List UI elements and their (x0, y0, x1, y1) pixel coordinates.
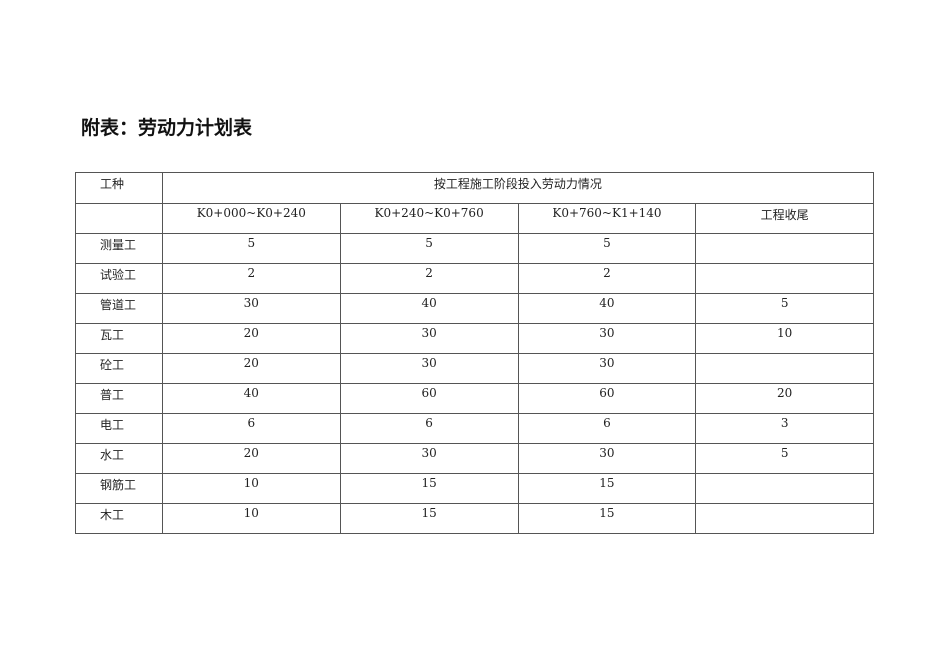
table-row: 电工 6 6 6 3 (75, 413, 874, 444)
trade-name: 测量工 (75, 233, 163, 264)
labor-count: 20 (161, 323, 341, 354)
labor-count (695, 233, 874, 264)
labor-count: 40 (161, 383, 341, 414)
page-title: 附表：劳动力计划表 (81, 117, 253, 139)
labor-count: 20 (695, 383, 874, 414)
table-row: 管道工 30 40 40 5 (75, 293, 874, 324)
labor-count: 40 (517, 293, 697, 324)
trade-name: 电工 (75, 413, 163, 444)
labor-count: 5 (339, 233, 519, 264)
labor-count: 30 (517, 353, 697, 384)
labor-count: 10 (695, 323, 874, 354)
labor-count: 6 (517, 413, 697, 444)
labor-count: 5 (695, 293, 874, 324)
labor-count: 3 (695, 413, 874, 444)
labor-count (695, 503, 874, 534)
labor-count: 30 (339, 443, 519, 474)
labor-count: 5 (695, 443, 874, 474)
table-row: 钢筋工 10 15 15 (75, 473, 874, 504)
labor-plan-table: 工种 按工程施工阶段投入劳动力情况 K0+000~K0+240 K0+240~K… (75, 172, 875, 534)
labor-count: 6 (339, 413, 519, 444)
table-row: 木工 10 15 15 (75, 503, 874, 534)
trade-name: 砼工 (75, 353, 163, 384)
header-group: 按工程施工阶段投入劳动力情况 (161, 172, 875, 204)
table-row: 试验工 2 2 2 (75, 263, 874, 294)
labor-count: 30 (517, 443, 697, 474)
labor-count: 2 (517, 263, 697, 294)
table-header-row: 工种 按工程施工阶段投入劳动力情况 (75, 172, 875, 204)
trade-name: 钢筋工 (75, 473, 163, 504)
labor-count: 15 (339, 473, 519, 504)
table-row: 砼工 20 30 30 (75, 353, 874, 384)
stage-header: K0+760~K1+140 (517, 203, 697, 234)
labor-count: 15 (517, 503, 697, 534)
table-row: 瓦工 20 30 30 10 (75, 323, 874, 354)
trade-name: 普工 (75, 383, 163, 414)
labor-count: 60 (339, 383, 519, 414)
stage-header: K0+240~K0+760 (339, 203, 519, 234)
empty-cell (75, 203, 163, 234)
labor-count: 5 (517, 233, 697, 264)
table-row: 水工 20 30 30 5 (75, 443, 874, 474)
labor-count: 15 (517, 473, 697, 504)
table-stage-row: K0+000~K0+240 K0+240~K0+760 K0+760~K1+14… (75, 203, 874, 234)
stage-header: K0+000~K0+240 (161, 203, 341, 234)
trade-name: 木工 (75, 503, 163, 534)
labor-count: 60 (517, 383, 697, 414)
labor-count: 30 (339, 353, 519, 384)
labor-count: 15 (339, 503, 519, 534)
labor-count (695, 473, 874, 504)
table-row: 普工 40 60 60 20 (75, 383, 874, 414)
trade-name: 水工 (75, 443, 163, 474)
labor-count: 5 (161, 233, 341, 264)
trade-name: 管道工 (75, 293, 163, 324)
labor-count: 30 (517, 323, 697, 354)
labor-count: 20 (161, 443, 341, 474)
labor-count: 2 (161, 263, 341, 294)
header-trade: 工种 (75, 172, 163, 204)
labor-count: 20 (161, 353, 341, 384)
stage-header: 工程收尾 (695, 203, 874, 234)
labor-count: 30 (161, 293, 341, 324)
labor-count (695, 263, 874, 294)
labor-count: 2 (339, 263, 519, 294)
trade-name: 试验工 (75, 263, 163, 294)
table-row: 测量工 5 5 5 (75, 233, 874, 264)
trade-name: 瓦工 (75, 323, 163, 354)
labor-count: 10 (161, 473, 341, 504)
labor-count (695, 353, 874, 384)
labor-count: 10 (161, 503, 341, 534)
labor-count: 6 (161, 413, 341, 444)
labor-count: 40 (339, 293, 519, 324)
labor-count: 30 (339, 323, 519, 354)
